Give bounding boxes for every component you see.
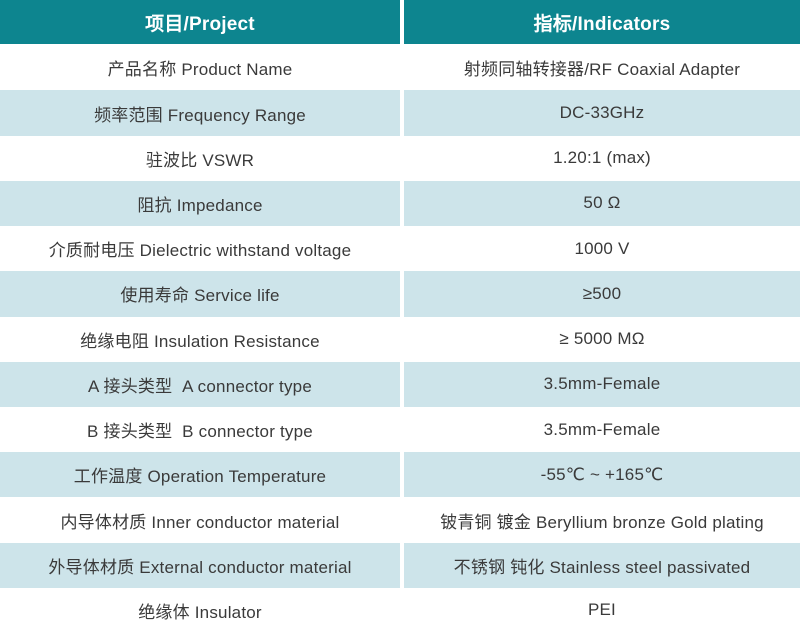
table-row: 使用寿命 Service life ≥500: [0, 271, 800, 317]
table-row: A 接头类型 A connector type 3.5mm-Female: [0, 361, 800, 407]
project-cell: 介质耐电压 Dielectric withstand voltage: [0, 226, 400, 272]
indicator-cell: ≥ 5000 MΩ: [404, 316, 800, 362]
indicator-cell: 射频同轴转接器/RF Coaxial Adapter: [404, 45, 800, 91]
indicator-cell: 50 Ω: [404, 180, 800, 227]
indicator-cell: 3.5mm-Female: [404, 361, 800, 407]
project-cell: 频率范围 Frequency Range: [0, 90, 400, 136]
indicator-cell: 3.5mm-Female: [404, 406, 800, 453]
indicator-cell: 1.20:1 (max): [404, 135, 800, 181]
indicator-cell: -55℃ ~ +165℃: [404, 452, 800, 498]
table-row: 频率范围 Frequency Range DC-33GHz: [0, 90, 800, 136]
table-row: 外导体材质 External conductor material 不锈钢 钝化…: [0, 542, 800, 588]
project-cell: 产品名称 Product Name: [0, 45, 400, 91]
table-row: 绝缘体 Insulator PEI: [0, 587, 800, 633]
project-cell: 绝缘电阻 Insulation Resistance: [0, 316, 400, 362]
indicator-cell: DC-33GHz: [404, 90, 800, 136]
project-cell: 外导体材质 External conductor material: [0, 542, 400, 588]
table-row: 阻抗 Impedance 50 Ω: [0, 180, 800, 227]
indicator-cell: 1000 V: [404, 226, 800, 272]
project-cell: 阻抗 Impedance: [0, 180, 400, 227]
project-cell: B 接头类型 B connector type: [0, 406, 400, 453]
table-row: B 接头类型 B connector type 3.5mm-Female: [0, 406, 800, 453]
indicator-cell: 铍青铜 镀金 Beryllium bronze Gold plating: [404, 497, 800, 543]
project-cell: A 接头类型 A connector type: [0, 361, 400, 407]
project-cell: 使用寿命 Service life: [0, 271, 400, 317]
header-indicators: 指标/Indicators: [404, 0, 800, 46]
project-cell: 工作温度 Operation Temperature: [0, 452, 400, 498]
project-cell: 内导体材质 Inner conductor material: [0, 497, 400, 543]
table-header-row: 项目/Project 指标/Indicators: [0, 0, 800, 46]
table-row: 产品名称 Product Name 射频同轴转接器/RF Coaxial Ada…: [0, 45, 800, 91]
table-row: 介质耐电压 Dielectric withstand voltage 1000 …: [0, 226, 800, 272]
table-row: 内导体材质 Inner conductor material 铍青铜 镀金 Be…: [0, 497, 800, 543]
project-cell: 驻波比 VSWR: [0, 135, 400, 181]
table-row: 工作温度 Operation Temperature -55℃ ~ +165℃: [0, 452, 800, 498]
indicator-cell: 不锈钢 钝化 Stainless steel passivated: [404, 542, 800, 588]
table-row: 绝缘电阻 Insulation Resistance ≥ 5000 MΩ: [0, 316, 800, 362]
indicator-cell: PEI: [404, 587, 800, 633]
indicator-cell: ≥500: [404, 271, 800, 317]
header-project: 项目/Project: [0, 0, 400, 46]
table-row: 驻波比 VSWR 1.20:1 (max): [0, 135, 800, 181]
project-cell: 绝缘体 Insulator: [0, 587, 400, 633]
